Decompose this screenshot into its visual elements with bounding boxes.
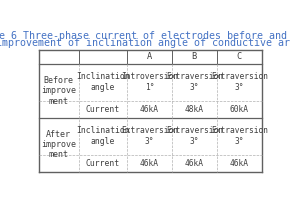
- Text: 46kA: 46kA: [185, 159, 204, 168]
- Text: C: C: [237, 52, 242, 61]
- Text: improvement of inclination angle of conductive arms: improvement of inclination angle of cond…: [0, 38, 290, 47]
- Text: A: A: [147, 52, 152, 61]
- Text: B: B: [192, 52, 197, 61]
- Text: Inclination
angle: Inclination angle: [76, 72, 130, 92]
- Text: Current: Current: [86, 105, 120, 114]
- Text: Extraversion
3°: Extraversion 3°: [121, 126, 178, 146]
- Text: Extraversion
3°: Extraversion 3°: [211, 126, 268, 146]
- Text: Table 6 Three-phase current of electrodes before and after: Table 6 Three-phase current of electrode…: [0, 31, 290, 41]
- Text: 46kA: 46kA: [230, 159, 249, 168]
- Text: 60kA: 60kA: [230, 105, 249, 114]
- Text: Inclination
angle: Inclination angle: [76, 126, 130, 146]
- Text: Extraversion
3°: Extraversion 3°: [166, 126, 223, 146]
- Text: Introversion
1°: Introversion 1°: [121, 72, 178, 92]
- Text: 46kA: 46kA: [140, 159, 159, 168]
- Text: 46kA: 46kA: [140, 105, 159, 114]
- Text: 48kA: 48kA: [185, 105, 204, 114]
- Text: Extraversion
3°: Extraversion 3°: [166, 72, 223, 92]
- Text: Extraversion
3°: Extraversion 3°: [211, 72, 268, 92]
- Text: After
improve
ment: After improve ment: [41, 130, 76, 159]
- Text: Before
improve
ment: Before improve ment: [41, 76, 76, 106]
- Text: Current: Current: [86, 159, 120, 168]
